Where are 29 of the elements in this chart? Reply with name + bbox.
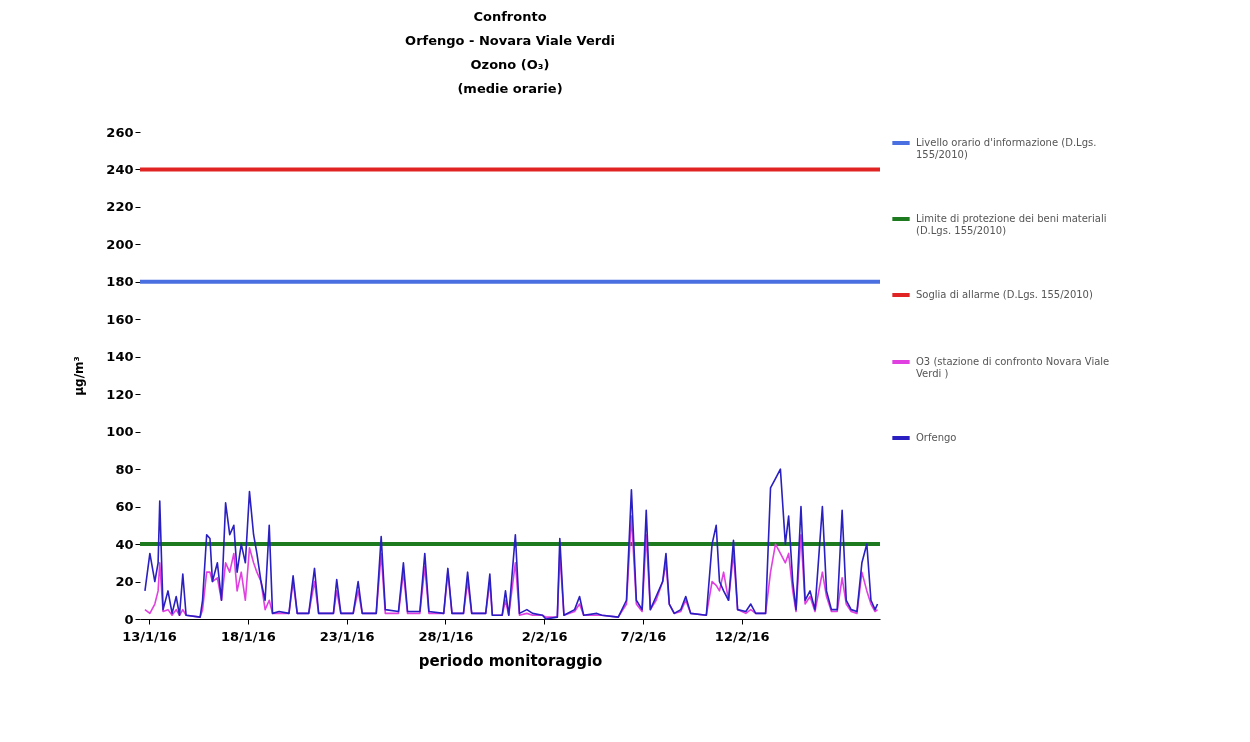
y-tick-label: 200 [106,236,134,252]
legend-label: Livello orario d'informazione (D.Lgs. 155/2010) [916,137,1097,160]
y-tick-label: 80 [115,461,134,477]
x-tick-label: 13/1/16 [122,628,177,644]
x-tick-label: 28/1/16 [418,628,474,644]
legend-label: Limite di protezione dei beni materiali (D.Lgs. 155/2010) [916,213,1107,236]
x-tick-label: 12/2/16 [714,628,770,644]
y-tick-label: 260 [106,124,134,140]
y-tick-label: 100 [106,424,134,440]
x-axis-title: periodo monitoraggio [418,651,603,670]
x-tick-label: 23/1/16 [319,628,375,644]
chart-title: Confronto Orfengo - Novara Viale Verdi Ozono (O₃) (medie orarie) [405,9,615,96]
y-tick-label: 140 [106,349,134,365]
x-tick-label: 18/1/16 [220,628,276,644]
legend-label: Orfengo [916,432,957,443]
y-tick-label: 0 [124,611,134,627]
y-tick-label: 240 [106,161,134,177]
y-tick-label: 60 [115,499,134,515]
y-axis-title: µg/m³ [72,356,87,396]
y-tick-label: 120 [106,386,134,402]
x-tick-label: 2/2/16 [521,628,568,644]
y-tick-label: 180 [106,274,134,290]
legend-label: Soglia di allarme (D.Lgs. 155/2010) [916,289,1093,300]
x-tick-label: 7/2/16 [620,628,667,644]
y-tick-label: 160 [106,311,134,327]
y-tick-label: 40 [115,536,134,552]
y-tick-label: 20 [115,574,134,590]
legend-label: O3 (stazione di confronto Novara Viale Verdi ) [916,356,1110,379]
y-tick-label: 220 [106,199,134,215]
